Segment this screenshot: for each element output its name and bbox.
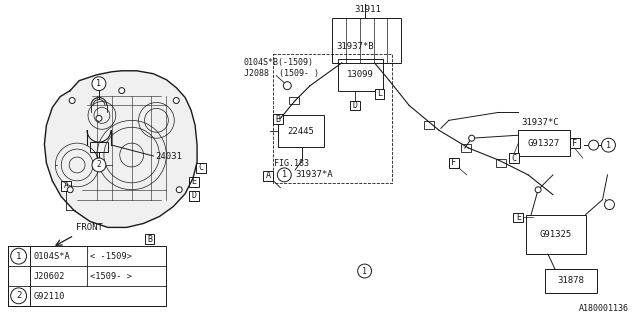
Text: 1: 1 (362, 267, 367, 276)
Text: A: A (266, 172, 271, 180)
Bar (497, 159, 506, 167)
Text: 1: 1 (606, 140, 611, 150)
Bar (289, 97, 299, 105)
Bar (338, 59, 383, 91)
Text: 2: 2 (16, 291, 21, 300)
Bar (449, 158, 459, 168)
Text: 1: 1 (282, 170, 287, 180)
Bar (273, 114, 284, 124)
Text: B: B (147, 235, 152, 244)
Circle shape (95, 161, 103, 169)
Bar (513, 212, 524, 222)
Circle shape (277, 168, 291, 182)
Text: 31911: 31911 (355, 5, 381, 14)
Text: J20602: J20602 (33, 272, 65, 281)
Bar (570, 138, 580, 148)
Bar (509, 153, 519, 163)
Text: 1: 1 (16, 252, 21, 261)
Text: E: E (191, 177, 196, 186)
Circle shape (11, 248, 27, 264)
Circle shape (11, 288, 27, 304)
Text: <1509- >: <1509- > (90, 272, 132, 281)
Bar (278, 116, 324, 147)
Text: 0104S*B(-1509): 0104S*B(-1509) (244, 58, 314, 67)
Bar (264, 171, 273, 181)
Text: FRONT: FRONT (76, 223, 103, 232)
Text: FIG.183: FIG.183 (275, 159, 309, 168)
Circle shape (468, 135, 475, 141)
Text: F: F (451, 158, 456, 167)
Bar (189, 177, 199, 187)
Text: 31937*A: 31937*A (295, 170, 333, 179)
Text: C: C (512, 154, 516, 163)
Circle shape (284, 82, 291, 90)
Circle shape (605, 200, 614, 210)
Text: 1: 1 (97, 79, 101, 88)
Circle shape (176, 187, 182, 193)
Text: E: E (516, 213, 521, 222)
Bar (424, 121, 434, 129)
Circle shape (96, 116, 102, 121)
Text: 31937*C: 31937*C (521, 118, 559, 127)
Text: G91325: G91325 (540, 230, 572, 239)
Bar (332, 18, 401, 63)
Bar (90, 142, 108, 152)
Bar (61, 181, 71, 191)
Text: D: D (191, 191, 196, 200)
Text: 31878: 31878 (557, 276, 584, 285)
Bar (518, 130, 570, 156)
Text: B: B (276, 115, 281, 124)
Text: F: F (572, 139, 577, 148)
Bar (526, 214, 586, 254)
Circle shape (358, 264, 372, 278)
Text: < -1509>: < -1509> (90, 252, 132, 261)
Text: 24031: 24031 (156, 152, 182, 161)
Text: J2088  (1509- ): J2088 (1509- ) (244, 69, 319, 78)
Bar (8, 246, 29, 306)
Bar (374, 89, 385, 99)
Text: A: A (64, 181, 68, 190)
Bar (189, 191, 199, 201)
Bar (461, 144, 470, 152)
Circle shape (67, 187, 73, 193)
Text: C: C (198, 164, 204, 172)
Text: 2: 2 (97, 160, 101, 170)
Circle shape (92, 158, 106, 172)
Polygon shape (44, 71, 197, 228)
Circle shape (535, 187, 541, 193)
Text: G92110: G92110 (33, 292, 65, 301)
Text: 22445: 22445 (288, 127, 315, 136)
Bar (196, 163, 206, 173)
Text: D: D (352, 101, 357, 110)
Text: 0104S*A: 0104S*A (33, 252, 70, 261)
Circle shape (589, 140, 598, 150)
Text: 31937*B: 31937*B (336, 42, 374, 51)
Text: L: L (377, 89, 382, 98)
Bar (8, 246, 166, 306)
Circle shape (602, 138, 616, 152)
Text: A180001136: A180001136 (579, 304, 629, 313)
Text: 13099: 13099 (348, 70, 374, 79)
Bar (349, 100, 360, 110)
Bar (545, 269, 596, 293)
Circle shape (119, 88, 125, 93)
Text: G91327: G91327 (528, 139, 560, 148)
Circle shape (173, 98, 179, 103)
Bar (145, 234, 154, 244)
Circle shape (92, 77, 106, 91)
Circle shape (69, 98, 75, 103)
